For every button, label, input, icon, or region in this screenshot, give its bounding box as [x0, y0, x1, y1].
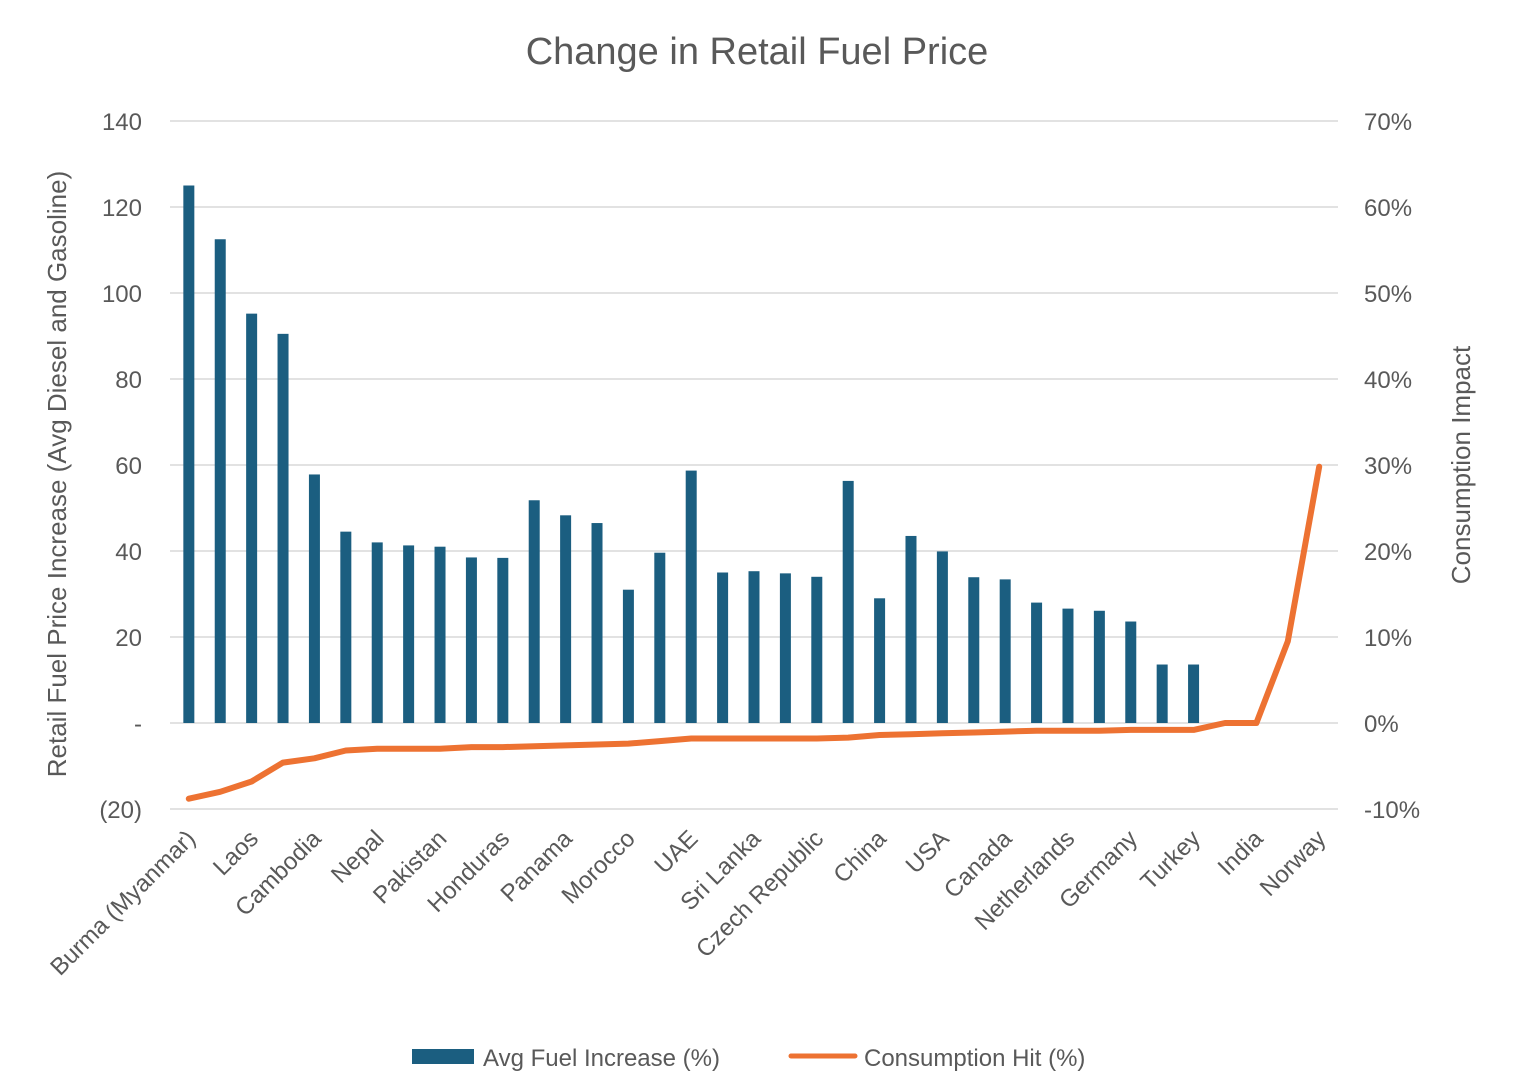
bar [748, 571, 760, 723]
bar [905, 535, 917, 723]
bar [1125, 621, 1137, 723]
y-tick-label-right: 50% [1364, 281, 1412, 308]
consumption-line [185, 463, 1323, 802]
bar [465, 557, 477, 723]
bar [622, 589, 634, 723]
bar [685, 470, 697, 723]
legend: Avg Fuel Increase (%) Consumption Hit (%… [412, 1045, 1085, 1072]
x-tick-label: Burma (Myanmar) [45, 825, 201, 981]
bar [214, 239, 226, 723]
x-tick-label: China [828, 825, 892, 889]
bar [1156, 664, 1168, 723]
x-tick-label: USA [901, 825, 955, 879]
bar [874, 598, 886, 723]
bar [560, 515, 572, 723]
y-tick-label-left: 100 [102, 281, 142, 308]
bar [811, 576, 823, 723]
bar [1031, 602, 1043, 723]
bar [246, 313, 258, 723]
bar [183, 185, 195, 723]
y-tick-label-right: 30% [1364, 453, 1412, 480]
bar [371, 542, 383, 723]
bar [654, 552, 666, 723]
y-axis-right-title: Consumption Impact [1446, 345, 1476, 584]
y-tick-label-left: - [134, 711, 142, 738]
gridlines [170, 120, 1338, 810]
bar [936, 551, 948, 723]
y-tick-label-left: 60 [115, 453, 142, 480]
y-tick-label-right: 70% [1364, 109, 1412, 136]
y-axis-left-title: Retail Fuel Price Increase (Avg Diesel a… [42, 171, 72, 777]
bar [717, 572, 729, 723]
x-tick-label: UAE [649, 825, 703, 879]
x-tick-label: Turkey [1135, 825, 1205, 895]
chart-title: Change in Retail Fuel Price [526, 31, 989, 73]
line-series [185, 463, 1323, 802]
bar [277, 333, 289, 723]
legend-label-bar: Avg Fuel Increase (%) [483, 1045, 720, 1072]
bar [1062, 608, 1074, 723]
y-tick-label-left: 20 [115, 625, 142, 652]
y-axis-left: (20) - 20 40 60 80 100 120 140 [99, 109, 142, 824]
legend-label-line: Consumption Hit (%) [864, 1045, 1085, 1072]
bar [434, 546, 446, 723]
y-tick-label-right: 10% [1364, 625, 1412, 652]
bar [842, 480, 854, 723]
bar [340, 531, 352, 723]
x-tick-label: India [1213, 825, 1269, 881]
bar [497, 557, 509, 723]
y-axis-right: -10% 0% 10% 20% 30% 40% 50% 60% 70% [1364, 109, 1420, 824]
y-tick-label-right: 40% [1364, 367, 1412, 394]
y-tick-label-left: 40 [115, 539, 142, 566]
y-tick-label-left: (20) [99, 797, 142, 824]
y-tick-label-right: 20% [1364, 539, 1412, 566]
bar-series [183, 185, 1200, 723]
y-tick-label-right: 60% [1364, 195, 1412, 222]
bar [403, 545, 415, 723]
bar [1093, 610, 1105, 723]
bar [1188, 664, 1200, 723]
bar [308, 474, 320, 723]
y-tick-label-right: 0% [1364, 711, 1399, 738]
bar [528, 500, 540, 723]
y-tick-label-left: 140 [102, 109, 142, 136]
y-tick-label-left: 120 [102, 195, 142, 222]
legend-swatch-bar [412, 1049, 474, 1064]
x-tick-label: Laos [208, 825, 264, 881]
bar [999, 579, 1011, 723]
x-tick-label: Norway [1255, 825, 1332, 902]
bar [779, 573, 791, 723]
y-tick-label-left: 80 [115, 367, 142, 394]
bar [591, 523, 603, 723]
y-tick-label-right: -10% [1364, 797, 1420, 824]
bar [968, 577, 980, 723]
